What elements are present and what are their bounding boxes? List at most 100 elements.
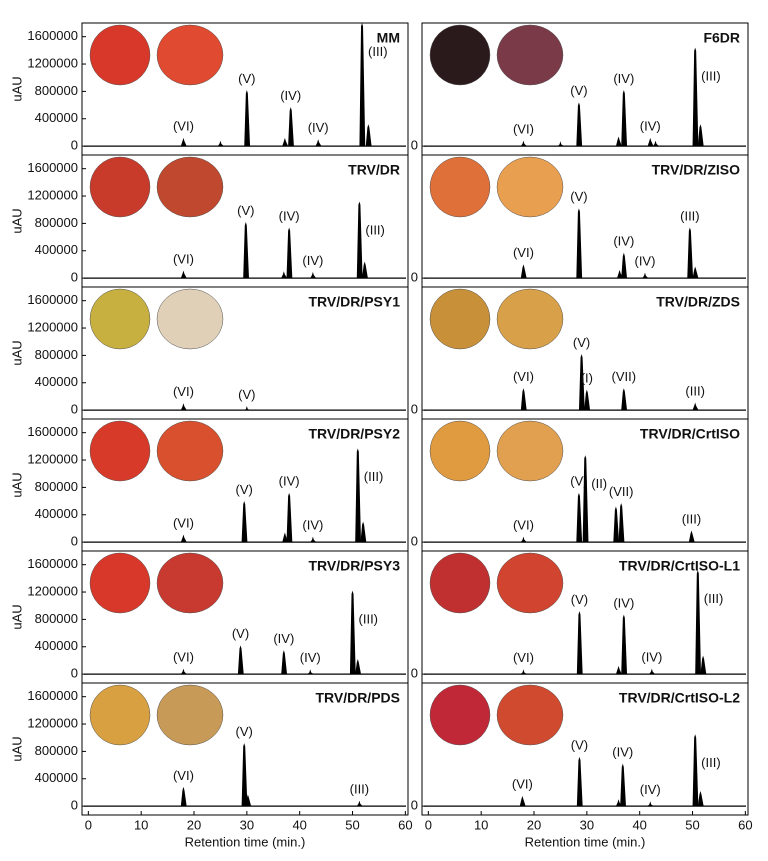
peak-label: (IV) bbox=[308, 120, 329, 135]
peak bbox=[349, 590, 356, 675]
peak-label: (V) bbox=[571, 738, 588, 753]
peak bbox=[180, 403, 187, 411]
y-tick-label: 1200000 bbox=[27, 451, 78, 466]
peak-label: (VI) bbox=[513, 369, 534, 384]
y-tick-label: 0 bbox=[411, 534, 418, 549]
y-axis-label: uAU bbox=[9, 208, 24, 233]
x-tick-label: 60 bbox=[738, 817, 752, 832]
y-tick-label: 400000 bbox=[35, 242, 78, 257]
peak-label: (III) bbox=[682, 511, 702, 526]
peak bbox=[286, 492, 293, 543]
peak-label: (VI) bbox=[173, 515, 194, 530]
y-tick-label: 1600000 bbox=[27, 160, 78, 175]
peak bbox=[621, 252, 628, 279]
y-tick-label: 400000 bbox=[35, 770, 78, 785]
fruit-cut bbox=[156, 684, 224, 746]
y-tick-label: 1200000 bbox=[27, 319, 78, 334]
peak bbox=[692, 47, 699, 147]
peak bbox=[362, 261, 368, 279]
peak bbox=[695, 570, 702, 675]
y-tick-label: 400000 bbox=[35, 374, 78, 389]
y-tick-label: 0 bbox=[411, 666, 418, 681]
y-tick-label: 800000 bbox=[35, 215, 78, 230]
peak-label: (III) bbox=[704, 591, 724, 606]
x-axis-label: Retention time (min.) bbox=[185, 834, 306, 849]
peak bbox=[286, 227, 293, 279]
panel-title: TRV/DR/ZISO bbox=[652, 162, 741, 178]
fruit-cut bbox=[156, 156, 224, 218]
y-axis-label: uAU bbox=[9, 76, 24, 101]
peak bbox=[243, 222, 250, 279]
y-axis-label: uAU bbox=[9, 472, 24, 497]
x-tick-label: 50 bbox=[685, 817, 699, 832]
x-tick-label: 50 bbox=[345, 817, 359, 832]
peak bbox=[578, 354, 585, 411]
y-tick-label: 1600000 bbox=[27, 292, 78, 307]
panel-title: F6DR bbox=[703, 30, 740, 46]
peak-label: (IV) bbox=[613, 71, 634, 86]
peak bbox=[700, 655, 707, 675]
panel-title: TRV/DR/CrtISO-L2 bbox=[619, 690, 740, 706]
fruit-whole bbox=[89, 552, 151, 614]
peak bbox=[241, 743, 248, 807]
peak bbox=[576, 756, 583, 807]
peak-label: (III) bbox=[364, 469, 384, 484]
peak bbox=[621, 614, 628, 675]
panel-frame bbox=[81, 682, 409, 816]
peak-label: (V) bbox=[573, 335, 590, 350]
fruit-cut bbox=[496, 288, 564, 350]
y-tick-label: 1600000 bbox=[27, 424, 78, 439]
fruit-whole bbox=[89, 288, 151, 350]
panel-title: TRV/DR/PSY1 bbox=[308, 294, 400, 310]
peak-label: (II) bbox=[591, 476, 607, 491]
peak bbox=[692, 266, 699, 279]
panel-title: TRV/DR/PSY3 bbox=[308, 558, 400, 574]
panel-title: MM bbox=[377, 30, 400, 46]
peak bbox=[306, 669, 315, 675]
peak-label: (III) bbox=[365, 222, 385, 237]
y-tick-label: 800000 bbox=[35, 611, 78, 626]
peak bbox=[356, 201, 363, 279]
x-tick-label: 60 bbox=[398, 817, 412, 832]
peak-label: (V) bbox=[570, 83, 587, 98]
peak bbox=[355, 659, 362, 675]
panel-title: TRV/DR/PDS bbox=[315, 690, 400, 706]
peak bbox=[520, 388, 527, 411]
peak-label: (VII) bbox=[609, 484, 634, 499]
y-tick-label: 0 bbox=[71, 138, 78, 153]
x-tick-label: 0 bbox=[85, 817, 92, 832]
y-tick-label: 800000 bbox=[35, 83, 78, 98]
peak bbox=[688, 530, 695, 543]
peak-label: (IV) bbox=[640, 119, 661, 134]
fruit-whole bbox=[89, 420, 151, 482]
peak-label: (I) bbox=[581, 370, 593, 385]
peak bbox=[687, 227, 694, 279]
y-tick-label: 1600000 bbox=[27, 28, 78, 43]
fruit-whole bbox=[429, 552, 491, 614]
peak-label: (IV) bbox=[640, 782, 661, 797]
fruit-cut bbox=[496, 156, 564, 218]
peak bbox=[615, 665, 622, 675]
y-tick-label: 0 bbox=[71, 666, 78, 681]
peak bbox=[288, 107, 294, 147]
peak bbox=[697, 124, 704, 147]
peak bbox=[180, 786, 187, 807]
peak-label: (VI) bbox=[173, 251, 194, 266]
panel-title: TRV/DR/CrtISO-L1 bbox=[619, 558, 740, 574]
fruit-whole bbox=[89, 684, 151, 746]
peak-label: (III) bbox=[701, 68, 721, 83]
peak bbox=[180, 534, 187, 543]
y-tick-label: 0 bbox=[71, 534, 78, 549]
peak-label: (VI) bbox=[513, 517, 534, 532]
peak bbox=[584, 389, 591, 411]
peak bbox=[245, 794, 252, 807]
fruit-whole bbox=[429, 24, 491, 86]
fruit-cut bbox=[496, 420, 564, 482]
x-tick-label: 30 bbox=[240, 817, 254, 832]
y-axis-label: uAU bbox=[9, 340, 24, 365]
x-tick-label: 40 bbox=[632, 817, 646, 832]
peak bbox=[244, 90, 251, 147]
peak bbox=[241, 501, 248, 543]
peak bbox=[697, 791, 704, 807]
peak bbox=[520, 669, 528, 675]
